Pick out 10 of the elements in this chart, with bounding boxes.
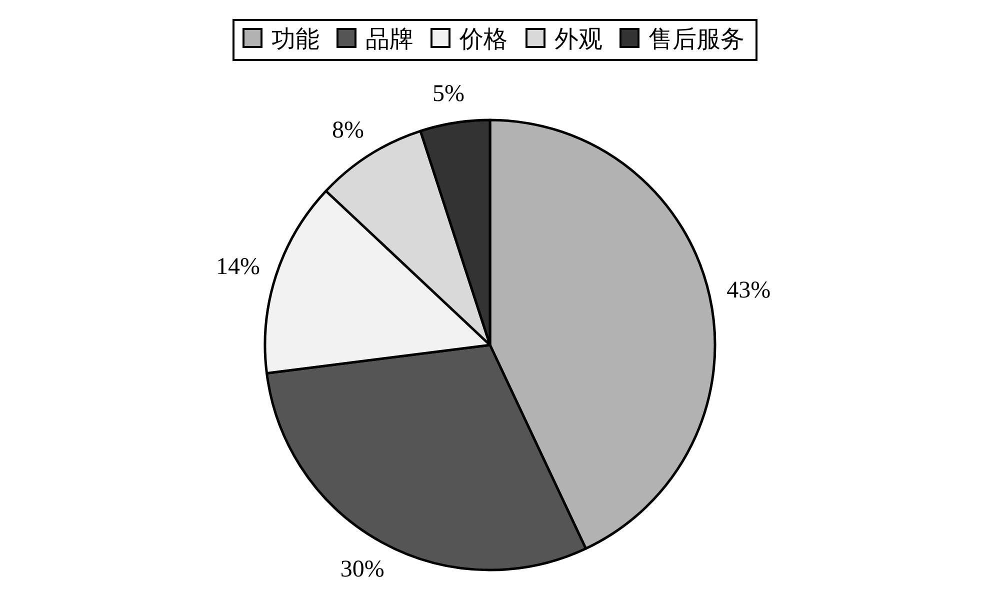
legend-label: 价格 (458, 25, 508, 53)
data-label: 30% (340, 556, 384, 582)
data-label: 5% (432, 81, 465, 108)
data-label: 14% (216, 254, 260, 280)
legend-label: 功能 (272, 25, 320, 53)
legend-label: 售后服务 (648, 25, 744, 53)
data-label: 8% (332, 118, 364, 144)
legend-label: 品牌 (366, 25, 414, 53)
data-label: 43% (726, 277, 771, 304)
legend-label: 外观 (554, 25, 602, 53)
